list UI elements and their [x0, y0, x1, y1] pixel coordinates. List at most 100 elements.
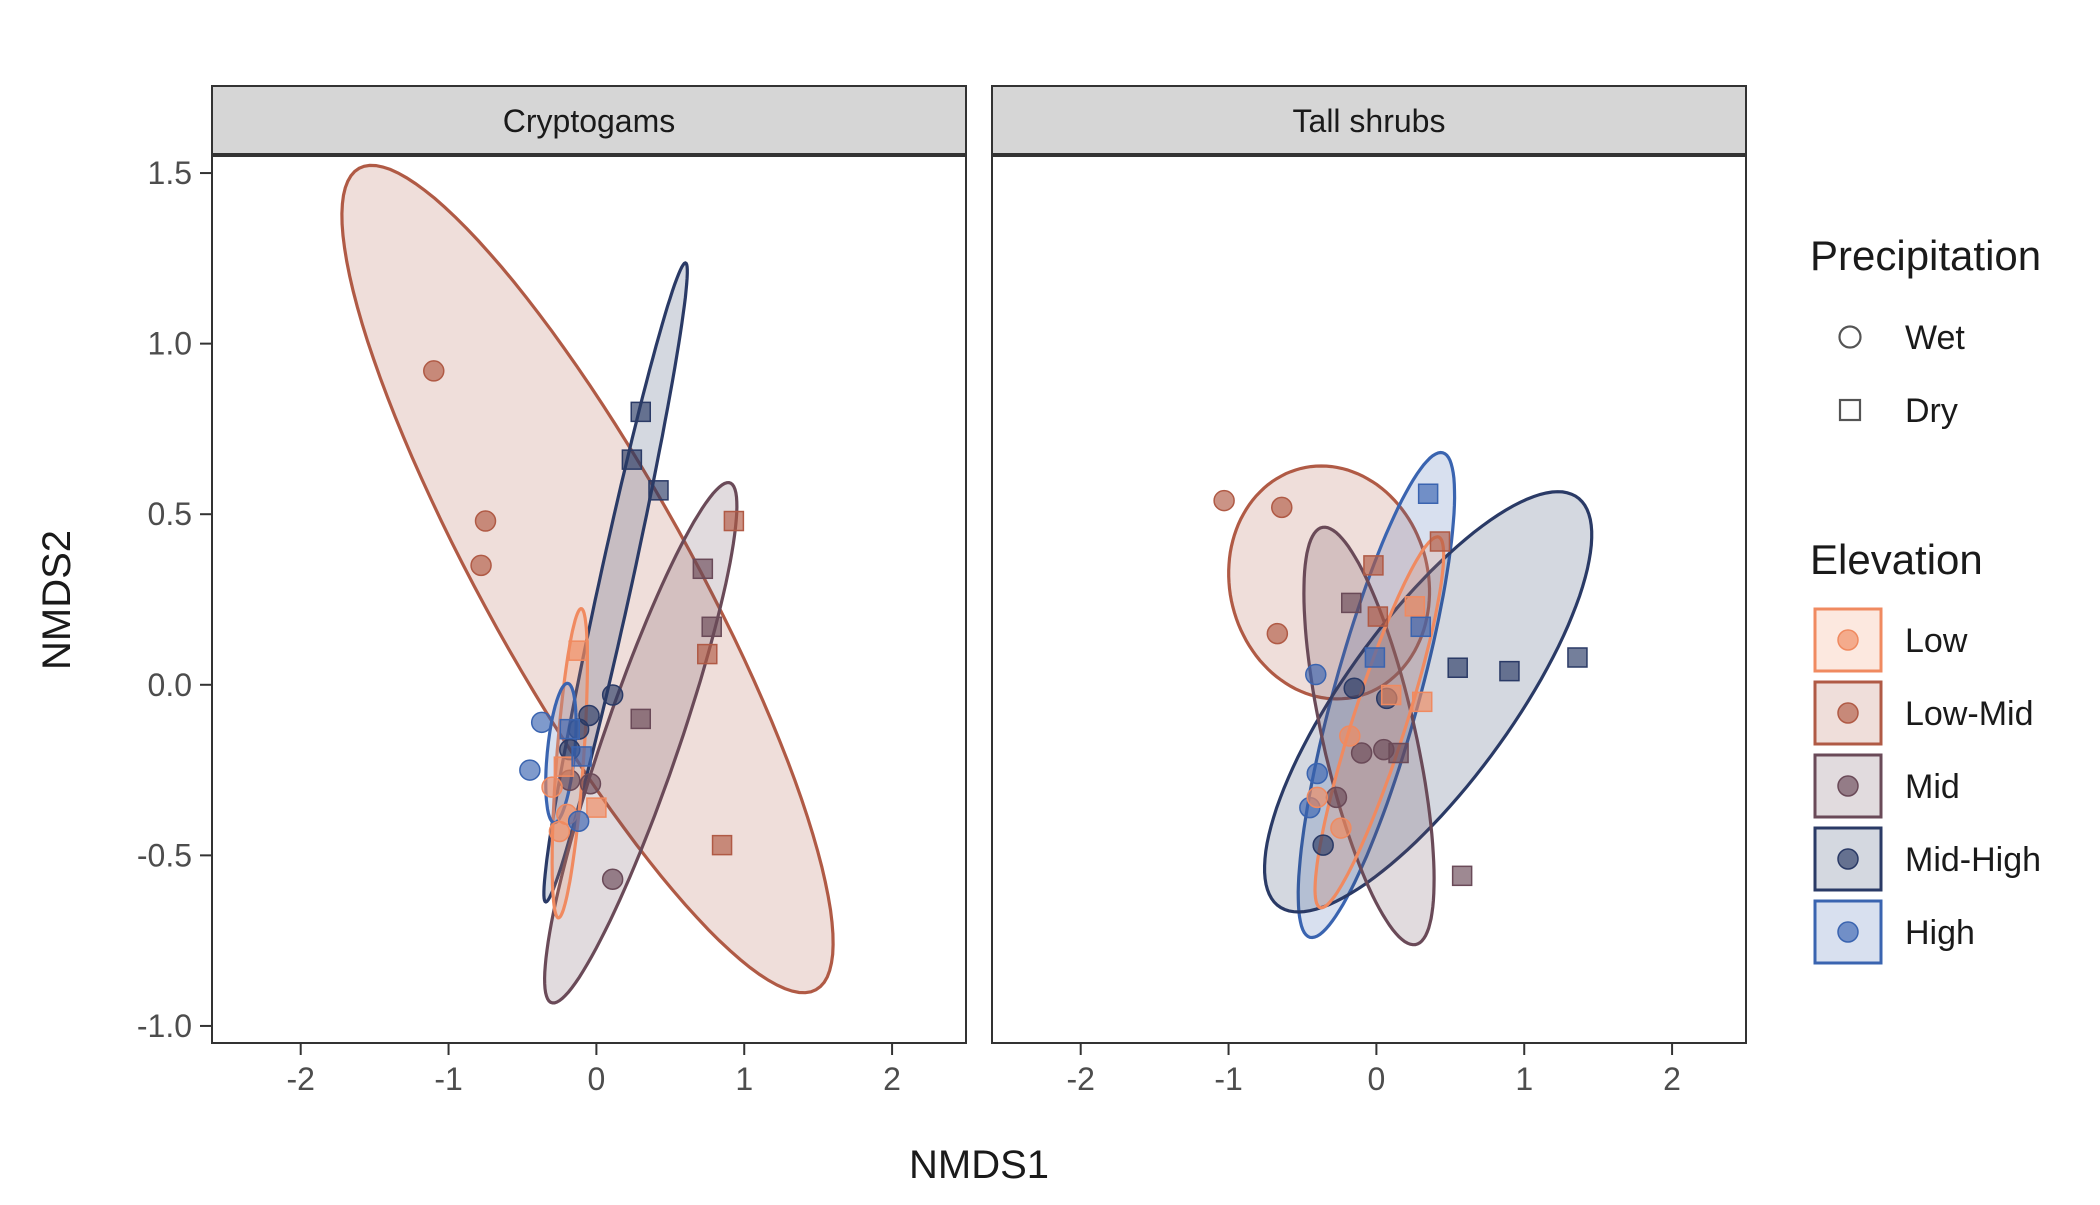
- y-tick-label: 0.0: [148, 667, 192, 703]
- panel-border: [991, 155, 1747, 1044]
- legend-key-point-low: [1837, 629, 1859, 651]
- x-tick-label: 1: [1515, 1061, 1533, 1097]
- facet-strip: [211, 85, 967, 155]
- point-wet-low-mid: [423, 360, 445, 382]
- point-dry-high: [1417, 483, 1439, 504]
- plot-area: [992, 156, 1746, 1043]
- x-tick-label: -2: [286, 1061, 314, 1097]
- point-dry-high: [559, 718, 581, 740]
- x-tick-label: -2: [1066, 1061, 1094, 1097]
- point-wet-low: [541, 776, 563, 798]
- point-dry-mid-high: [1447, 657, 1468, 678]
- legend-label-dry: Dry: [1905, 392, 1958, 430]
- legend-key-square: [1838, 398, 1862, 422]
- legend-label-low-mid: Low-Mid: [1905, 695, 2033, 733]
- y-axis: -1.0 -0.5 0.0 0.5 1.0 1.5: [137, 155, 212, 1044]
- point-dry-low-mid: [723, 510, 745, 532]
- legend-key-point-mid: [1837, 775, 1859, 797]
- point-dry-mid: [1451, 865, 1473, 887]
- legend-label-mid: Mid: [1905, 768, 1960, 806]
- point-wet-high: [519, 759, 541, 781]
- ellipse-high: [1296, 450, 1457, 940]
- legend-label-mid-high: Mid-High: [1905, 841, 2041, 879]
- y-tick-label: -0.5: [137, 837, 192, 873]
- plot-content: [340, 163, 835, 1005]
- point-dry-low: [1411, 691, 1433, 713]
- point-wet-high: [530, 711, 553, 734]
- y-axis-title: NMDS2: [35, 530, 79, 670]
- point-wet-mid-high: [1343, 677, 1365, 699]
- point-dry-mid: [630, 708, 651, 730]
- x-tick-label: 1: [735, 1061, 753, 1097]
- point-wet-low-mid: [1266, 622, 1289, 645]
- point-wet-mid-high: [601, 684, 624, 706]
- y-tick-label: 1.0: [148, 326, 192, 362]
- point-wet-low: [1339, 725, 1361, 747]
- legend-key-point-low-mid: [1837, 702, 1859, 724]
- x-axis-title: NMDS1: [909, 1143, 1049, 1187]
- point-dry-high: [1410, 616, 1431, 638]
- point-wet-mid: [579, 772, 602, 795]
- point-dry-high: [1364, 647, 1386, 668]
- point-dry-mid: [692, 558, 714, 580]
- point-dry-mid-high: [1567, 647, 1588, 668]
- panel-border: [211, 155, 967, 1044]
- legend-key-point-high: [1837, 921, 1859, 943]
- facet-strip-label: Cryptogams: [503, 103, 676, 139]
- point-wet-low-mid: [1213, 489, 1235, 512]
- point-wet-low: [1330, 817, 1352, 839]
- legend-label-wet: Wet: [1905, 319, 1965, 357]
- point-dry-mid: [701, 616, 722, 638]
- point-wet-high: [1305, 663, 1327, 686]
- point-dry-low-mid: [1429, 531, 1451, 552]
- point-wet-low-mid: [474, 510, 497, 532]
- point-wet-mid: [1325, 786, 1348, 809]
- x-tick-label: 2: [883, 1061, 901, 1097]
- point-wet-mid: [1373, 738, 1395, 761]
- x-tick-label: 0: [587, 1061, 605, 1097]
- legend-key-point-mid-high: [1837, 848, 1859, 870]
- point-wet-mid-high: [1312, 834, 1334, 856]
- x-tick-label: 2: [1663, 1061, 1681, 1097]
- legend-title-precipitation: Precipitation: [1810, 232, 2041, 279]
- point-dry-mid-high: [648, 480, 669, 501]
- point-dry-low-mid: [1367, 606, 1389, 627]
- point-dry-mid-high: [621, 449, 643, 470]
- point-wet-mid: [1350, 742, 1373, 764]
- x-tick-label: -1: [1214, 1061, 1242, 1097]
- y-tick-label: 1.5: [148, 155, 192, 191]
- facet-strip: [991, 85, 1747, 155]
- plot-content: [1213, 450, 1594, 947]
- point-dry-low: [1404, 596, 1426, 617]
- panel-tall-shrubs: Tall shrubs -2 -1 0 1 2: [991, 85, 1747, 1097]
- point-dry-high: [571, 746, 592, 767]
- ellipse-low-mid: [340, 163, 835, 995]
- legend-key-circle: [1838, 325, 1862, 349]
- point-wet-low: [1306, 786, 1329, 809]
- y-tick-label: 0.5: [148, 496, 192, 532]
- point-dry-low-mid: [711, 834, 733, 856]
- plot-area: [212, 156, 966, 1043]
- point-dry-low: [553, 756, 575, 777]
- point-dry-low-mid: [697, 643, 718, 665]
- ellipse-mid: [1302, 525, 1436, 947]
- point-dry-low-mid: [1363, 555, 1384, 576]
- point-wet-high: [567, 810, 590, 832]
- legend-label-high: High: [1905, 914, 1975, 952]
- point-dry-mid-high: [1499, 660, 1520, 682]
- point-dry-low: [1380, 684, 1402, 706]
- point-wet-mid: [601, 868, 624, 890]
- y-tick-label: -1.0: [137, 1008, 192, 1044]
- legend: Precipitation Wet Dry Elevation Low Low-Mid Mi…: [1810, 232, 2041, 965]
- point-dry-mid-high: [630, 401, 651, 423]
- point-dry-low: [568, 640, 589, 661]
- x-tick-label: 0: [1367, 1061, 1385, 1097]
- facet-strip-label: Tall shrubs: [1293, 103, 1446, 139]
- legend-title-elevation: Elevation: [1810, 536, 1983, 583]
- panel-cryptogams: Cryptogams -2 -1 0 1 2: [211, 85, 967, 1097]
- legend-label-low: Low: [1905, 622, 1968, 660]
- point-dry-low: [586, 797, 607, 818]
- point-wet-high: [1306, 762, 1329, 785]
